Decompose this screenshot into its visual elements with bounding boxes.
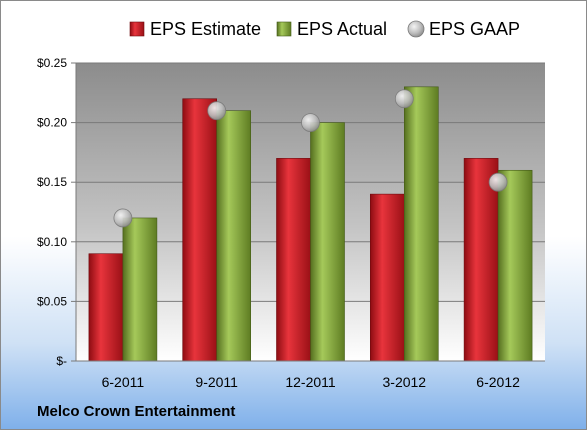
- point-eps-gaap: [113, 208, 133, 228]
- bar-eps-actual: [122, 217, 158, 362]
- point-eps-gaap: [394, 89, 414, 109]
- y-tick-label: $0.25: [37, 56, 67, 70]
- bar-eps-estimate: [182, 98, 217, 362]
- bar-eps-actual: [310, 122, 345, 362]
- bar-eps-actual: [497, 169, 533, 362]
- y-tick-label: $-: [56, 354, 67, 368]
- company-name: Melco Crown Entertainment: [37, 403, 236, 420]
- bar-eps-estimate: [88, 253, 124, 362]
- bar-eps-actual: [403, 86, 439, 362]
- legend-label-eps-actual: EPS Actual: [297, 19, 387, 39]
- legend-swatch-eps-estimate: [129, 21, 145, 37]
- bar-eps-estimate: [463, 158, 499, 362]
- legend-swatch-eps-actual: [276, 21, 292, 37]
- x-tick-label: 6-2011: [102, 374, 145, 390]
- bar-eps-actual: [216, 110, 251, 362]
- y-tick-label: $0.10: [37, 235, 67, 249]
- point-eps-gaap: [301, 113, 320, 132]
- y-tick-label: $0.15: [37, 175, 67, 189]
- x-tick-label: 6-2012: [476, 374, 520, 390]
- legend-label-eps-gaap: EPS GAAP: [429, 19, 520, 39]
- legend-label-eps-estimate: EPS Estimate: [150, 19, 261, 39]
- point-eps-gaap: [488, 172, 508, 192]
- bar-eps-estimate: [369, 193, 405, 362]
- y-tick-label: $0.05: [37, 294, 67, 308]
- point-eps-gaap: [207, 101, 227, 121]
- bar-eps-estimate: [276, 158, 311, 362]
- legend-swatch-eps-gaap: [407, 20, 425, 38]
- x-tick-label: 9-2011: [195, 374, 238, 390]
- y-tick-label: $0.20: [37, 116, 67, 130]
- x-tick-label: 3-2012: [383, 374, 427, 390]
- x-tick-label: 12-2011: [285, 374, 336, 390]
